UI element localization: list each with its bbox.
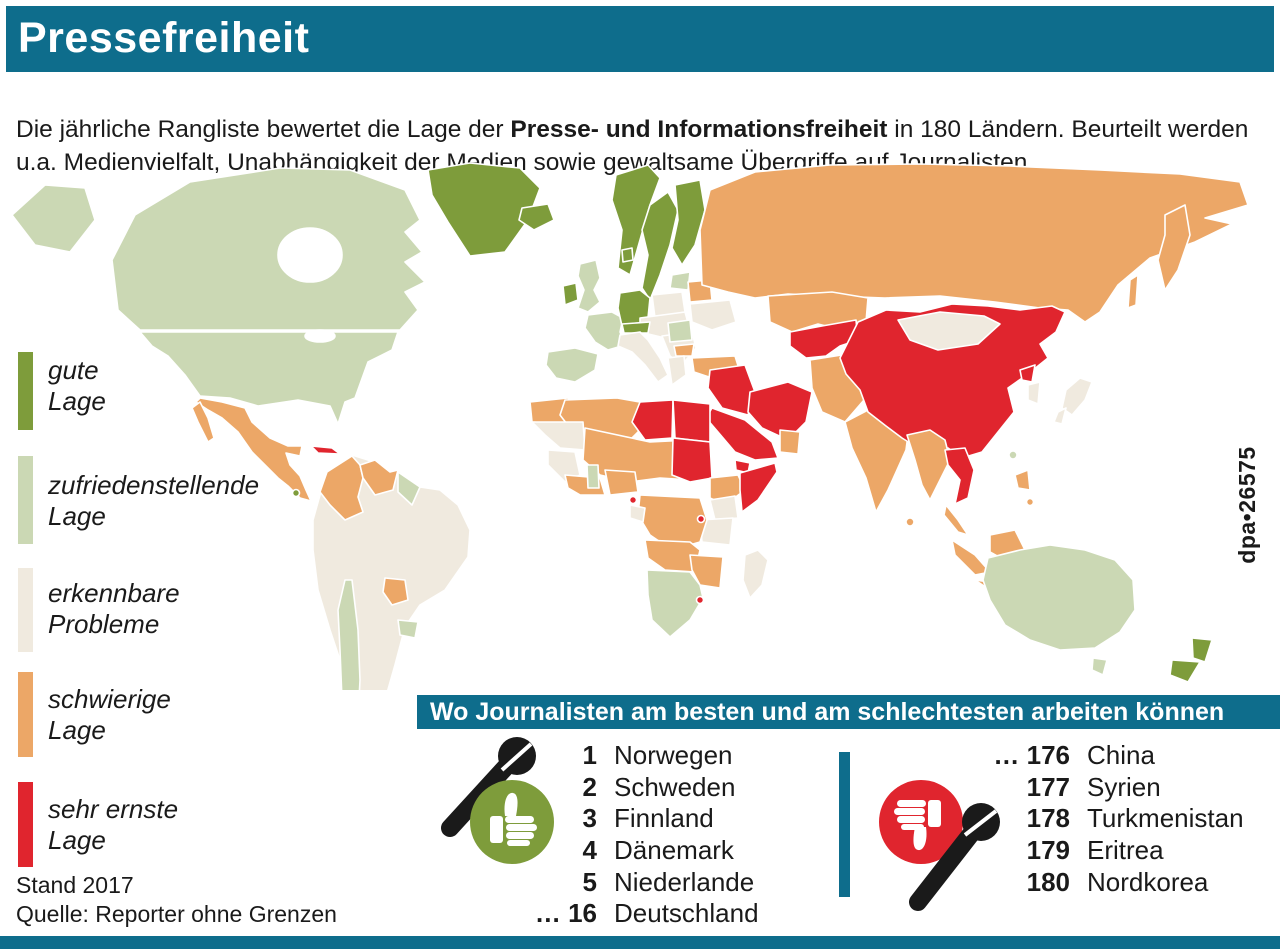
legend-label-good: gute Lage [48,355,106,417]
list-item: 4 Dänemark [470,835,759,867]
worst-ranking-list: … 176 China 177 Syrien 178 Turkmenistan 179… [950,740,1244,898]
rankings-title: Wo Journalisten am besten und am schlech… [417,695,1280,729]
legend-label-serious: sehr ernste Lage [48,794,178,856]
country-name: Finnland [614,803,714,834]
list-item: 178 Turkmenistan [950,803,1244,835]
list-item: 179 Eritrea [950,835,1244,867]
country-name: Eritrea [1087,835,1164,866]
microphone-icon [909,803,1000,911]
legend-difficult-line1: schwierige [48,684,171,714]
legend-swatch-good [18,352,33,430]
rank-number: 179 [1026,835,1070,866]
country-name: Syrien [1087,771,1161,802]
country-name: Dänemark [614,835,734,866]
rank-number: 178 [1026,803,1070,834]
title-bar: Pressefreiheit [6,6,1274,72]
legend-label-problems: erkennbare Probleme [48,578,180,640]
list-item: 2 Schweden [470,772,759,804]
rank-number: 3 [582,803,597,834]
legend-label-difficult: schwierige Lage [48,684,171,746]
legend-swatch-difficult [18,672,33,757]
rank-number: 2 [582,771,597,802]
map-greenland-iceland [427,162,555,257]
list-item: 1 Norwegen [470,740,759,772]
dpa-credit: dpa•26575 [1234,446,1260,564]
map-south-america [312,454,471,690]
legend-problems-line2: Probleme [48,609,160,639]
rank-number: 180 [1026,866,1070,897]
legend-good-line2: Lage [48,386,106,416]
bottom-bar [0,936,1280,949]
map-oceania [982,544,1213,683]
map-north-america [11,167,426,502]
legend-swatch-problems [18,568,33,652]
legend-problems-line1: erkennbare [48,578,180,608]
rank-number: … 176 [993,740,1070,771]
rank-number: 5 [582,866,597,897]
country-name: Deutschland [614,898,759,929]
list-item: 177 Syrien [950,772,1244,804]
legend-serious-line2: Lage [48,825,106,855]
thumbs-up-icon [470,780,554,864]
rank-number: 177 [1026,771,1070,802]
rank-number: 4 [582,835,597,866]
world-map [11,162,1249,690]
page-title: Pressefreiheit [18,14,310,62]
legend-swatch-satisfactory [18,456,33,544]
map-asia [699,163,1249,597]
country-name: Turkmenistan [1087,803,1244,834]
country-name: Schweden [614,771,736,802]
country-name: China [1087,740,1155,771]
source-note: Quelle: Reporter ohne Grenzen [16,901,337,927]
rank-number: … 16 [534,898,597,929]
intro-part1: Die jährliche Rangliste bewertet die Lag… [16,115,511,143]
map-europe [545,164,741,386]
list-item: 5 Niederlande [470,866,759,898]
thumbs-up-microphone-icon [441,737,554,864]
legend-swatch-serious [18,782,33,867]
stand-note: Stand 2017 [16,872,134,898]
legend-serious-line1: sehr ernste [48,794,179,824]
country-name: Nordkorea [1087,866,1209,897]
legend-label-satisfactory: zufriedenstellende Lage [48,470,259,532]
legend-good-line1: gute [48,355,99,385]
rank-number: 1 [582,740,597,771]
legend-satisfactory-line2: Lage [48,501,106,531]
country-name: Norwegen [614,740,733,771]
intro-bold: Presse- und Informationsfreiheit [510,115,888,143]
rankings-divider [839,752,850,897]
country-name: Niederlande [614,866,755,897]
list-item: 180 Nordkorea [950,866,1244,898]
list-item: … 176 China [950,740,1244,772]
legend-satisfactory-line1: zufriedenstellende [48,470,260,500]
thumbs-down-icon [879,780,963,864]
list-item: 3 Finnland [470,803,759,835]
thumbs-down-microphone-icon [879,780,1000,911]
map-africa [529,397,778,638]
best-ranking-list: 1 Norwegen 2 Schweden 3 Finnland 4 Dänemark … [470,740,759,930]
legend-difficult-line2: Lage [48,715,106,745]
list-item: … 16 Deutschland [470,898,759,930]
